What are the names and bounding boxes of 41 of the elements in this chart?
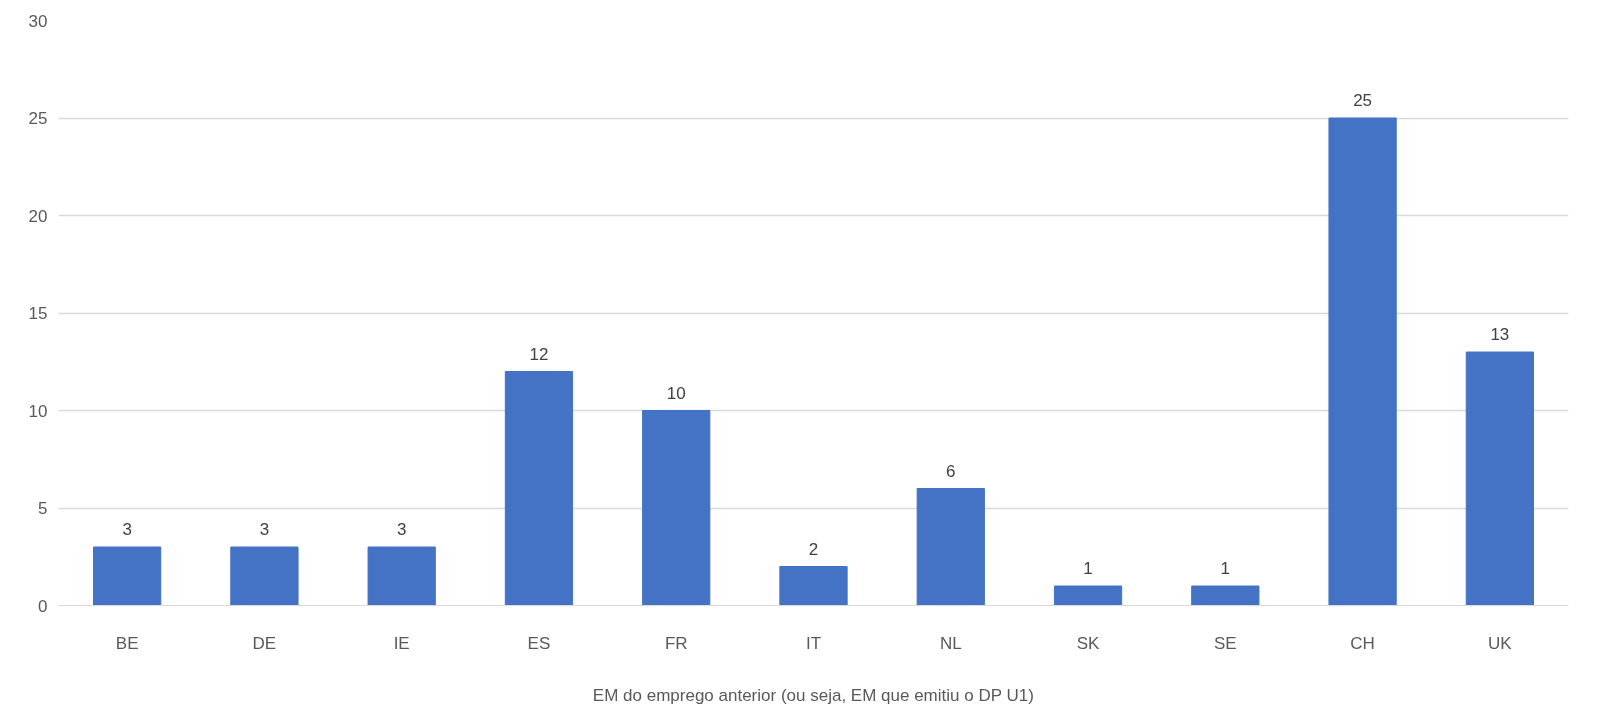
bar	[779, 566, 848, 606]
x-tick-label: BE	[115, 633, 139, 653]
bar	[504, 371, 574, 606]
y-tick-label: 15	[28, 304, 48, 323]
data-label: 6	[946, 461, 956, 481]
bar	[230, 546, 299, 606]
y-tick-label: 0	[38, 596, 48, 616]
data-label: 2	[808, 539, 819, 559]
bar	[1053, 585, 1123, 606]
bar	[1328, 117, 1397, 606]
y-tick-label: 10	[28, 401, 48, 421]
x-tick-label: ES	[527, 633, 551, 653]
y-tick-label: 25	[28, 109, 48, 128]
bar	[1191, 585, 1260, 606]
x-tick-label: SK	[1076, 633, 1101, 653]
x-tick-label: DE	[252, 633, 277, 653]
data-label: 3	[122, 520, 132, 539]
data-label: 12	[529, 344, 549, 364]
bar	[1465, 351, 1534, 606]
data-label: 1	[1083, 559, 1093, 578]
x-tick-label: FR	[664, 633, 688, 653]
x-tick-label: NL	[939, 633, 962, 653]
data-label: 25	[1353, 91, 1373, 110]
data-label: 10	[666, 383, 686, 403]
bar	[916, 488, 985, 606]
x-tick-label: UK	[1488, 633, 1513, 653]
x-tick-label: CH	[1350, 633, 1375, 653]
y-tick-label: 30	[28, 11, 48, 31]
x-tick-label: IE	[393, 633, 410, 653]
x-axis-title: EM do emprego anterior (ou seja, EM que emitiu o DP U1)	[592, 685, 1034, 705]
data-label: 1	[1220, 559, 1231, 578]
x-tick-label: SE	[1213, 633, 1237, 653]
bar	[367, 546, 436, 606]
bar	[642, 410, 711, 606]
y-tick-label: 20	[28, 206, 48, 226]
bar	[93, 546, 162, 606]
data-label: 3	[396, 520, 407, 539]
data-label: 3	[259, 520, 270, 539]
y-tick-label: 5	[38, 499, 48, 518]
x-tick-label: IT	[805, 633, 822, 653]
data-label: 13	[1490, 325, 1510, 344]
